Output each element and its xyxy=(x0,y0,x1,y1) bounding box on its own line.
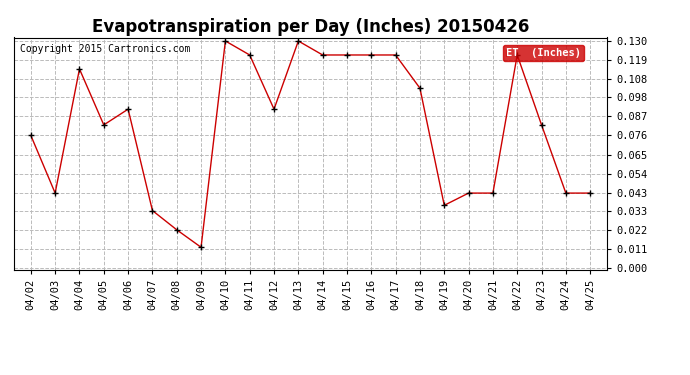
Legend: ET  (Inches): ET (Inches) xyxy=(503,45,584,61)
Title: Evapotranspiration per Day (Inches) 20150426: Evapotranspiration per Day (Inches) 2015… xyxy=(92,18,529,36)
Text: Copyright 2015 Cartronics.com: Copyright 2015 Cartronics.com xyxy=(20,45,190,54)
